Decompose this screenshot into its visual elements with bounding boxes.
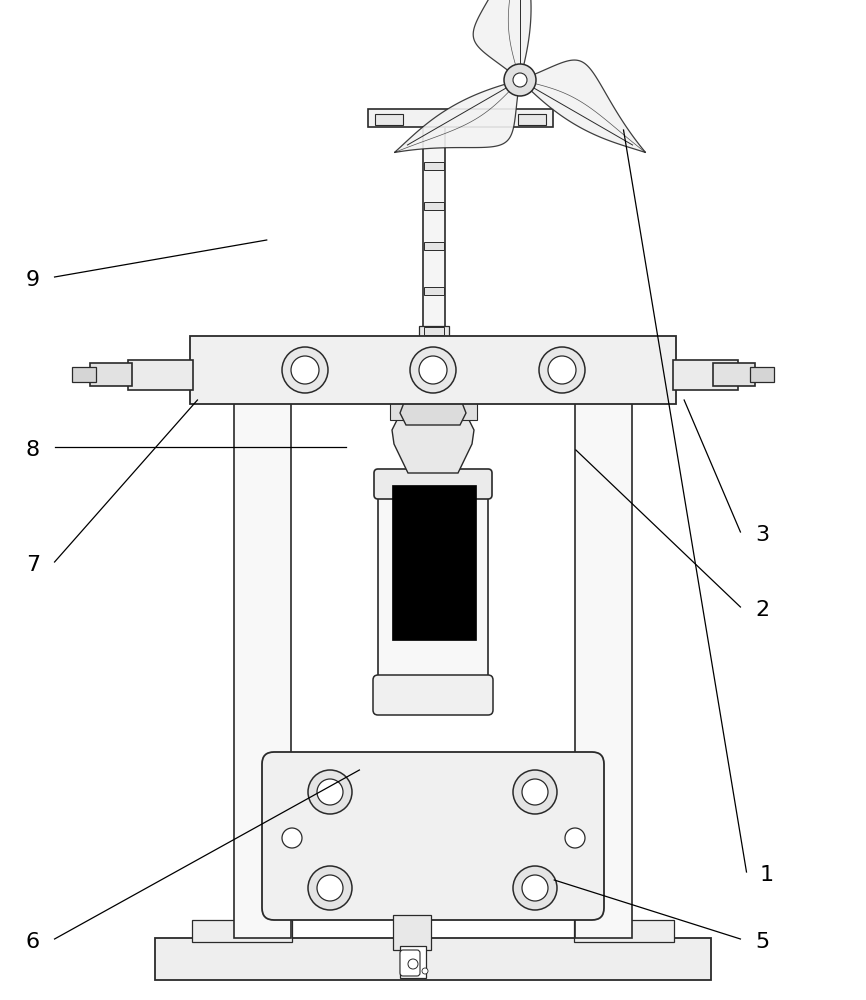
Text: 2: 2: [755, 600, 769, 620]
Bar: [455, 402, 477, 420]
Bar: [673, 360, 738, 390]
Circle shape: [504, 64, 536, 96]
Bar: [750, 367, 774, 382]
Circle shape: [422, 968, 428, 974]
Bar: [424, 242, 444, 250]
Bar: [424, 162, 444, 170]
Bar: [423, 127, 445, 337]
Bar: [234, 398, 291, 938]
Circle shape: [522, 779, 548, 805]
Polygon shape: [392, 409, 474, 473]
Circle shape: [548, 356, 576, 384]
Bar: [192, 920, 292, 942]
Circle shape: [565, 828, 585, 848]
FancyBboxPatch shape: [400, 950, 420, 976]
Bar: [392, 485, 476, 640]
Bar: [424, 202, 444, 210]
Bar: [575, 398, 632, 938]
Bar: [90, 363, 132, 386]
Circle shape: [410, 347, 456, 393]
Text: 8: 8: [26, 440, 40, 460]
FancyBboxPatch shape: [373, 675, 493, 715]
Circle shape: [539, 347, 585, 393]
Polygon shape: [400, 392, 466, 425]
Circle shape: [282, 347, 328, 393]
Circle shape: [308, 770, 352, 814]
Bar: [574, 920, 674, 942]
Text: 1: 1: [759, 865, 773, 885]
FancyBboxPatch shape: [374, 469, 492, 499]
Circle shape: [291, 356, 319, 384]
Polygon shape: [520, 60, 645, 153]
Bar: [128, 360, 193, 390]
Polygon shape: [394, 80, 520, 152]
Polygon shape: [473, 0, 531, 80]
Circle shape: [317, 875, 343, 901]
Circle shape: [308, 866, 352, 910]
Circle shape: [522, 875, 548, 901]
Circle shape: [513, 73, 527, 87]
Bar: [390, 402, 412, 420]
Bar: [518, 114, 546, 125]
Bar: [368, 109, 553, 127]
Bar: [400, 946, 426, 978]
Circle shape: [419, 356, 447, 384]
Bar: [378, 490, 488, 700]
Text: 5: 5: [755, 932, 769, 952]
Circle shape: [513, 866, 557, 910]
Bar: [72, 367, 96, 382]
Bar: [190, 336, 676, 404]
Circle shape: [513, 770, 557, 814]
Bar: [713, 363, 755, 386]
Text: 9: 9: [26, 270, 40, 290]
Circle shape: [408, 959, 418, 969]
Text: 6: 6: [26, 932, 40, 952]
Text: 7: 7: [26, 555, 40, 575]
Text: 3: 3: [755, 525, 769, 545]
Bar: [393, 915, 431, 950]
Bar: [424, 287, 444, 295]
Bar: [375, 114, 403, 125]
Circle shape: [282, 828, 302, 848]
Bar: [424, 327, 444, 335]
Bar: [419, 326, 449, 340]
Circle shape: [317, 779, 343, 805]
FancyBboxPatch shape: [262, 752, 604, 920]
Bar: [155, 938, 711, 980]
